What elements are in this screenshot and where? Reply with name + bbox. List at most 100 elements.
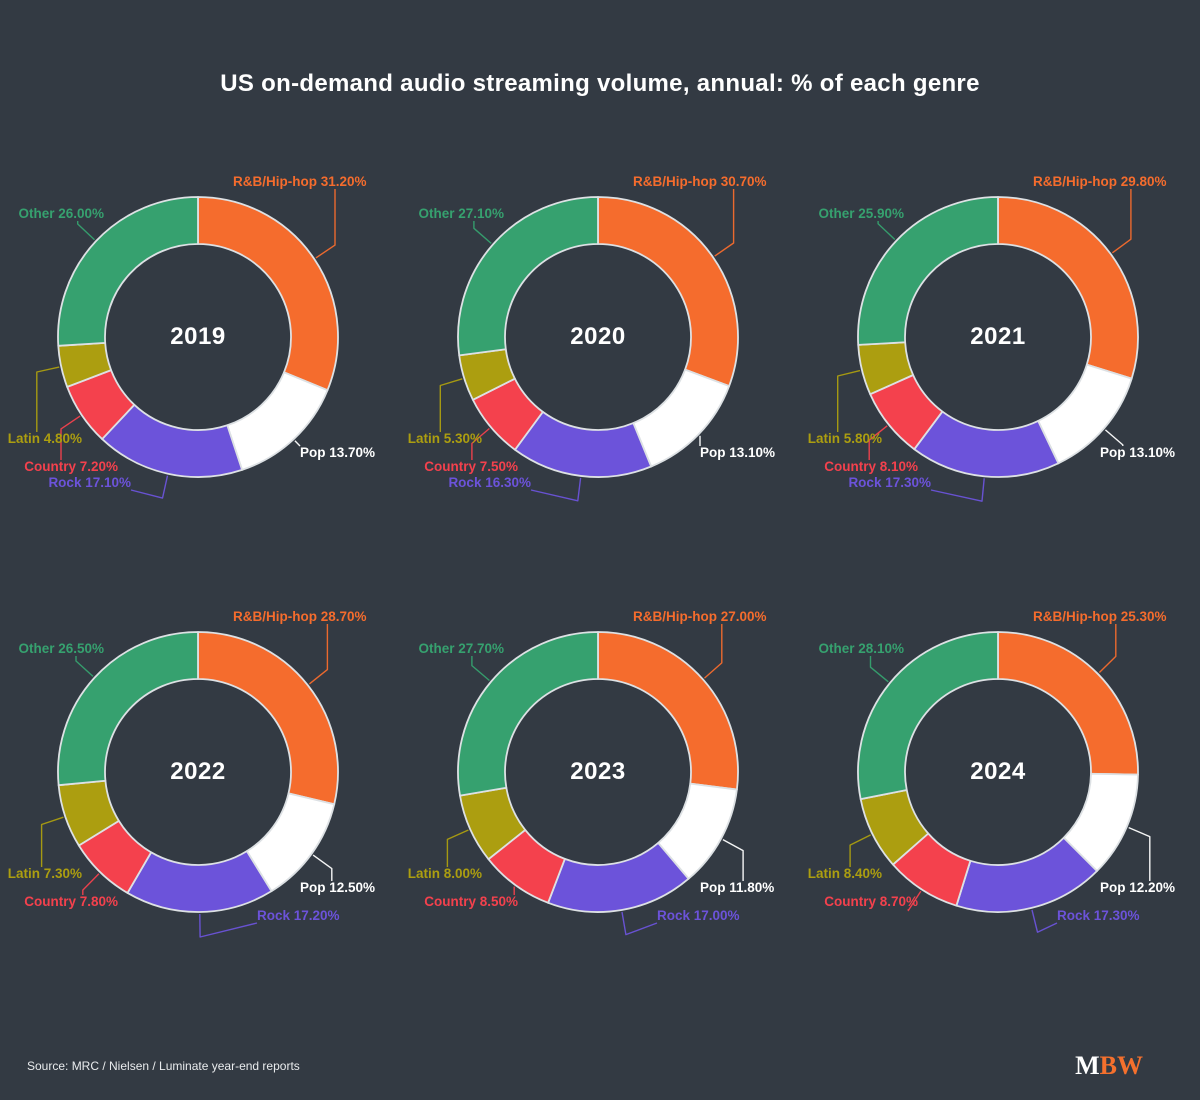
slice-label-pop: Pop 13.10% [1100, 445, 1176, 460]
slice-label-latin: Latin 4.80% [7, 431, 82, 446]
year-label: 2021 [970, 323, 1026, 350]
leader-line-rnb-hiphop [704, 624, 723, 679]
slice-label-rnb-hiphop: R&B/Hip-hop 25.30% [1033, 609, 1167, 624]
leader-line-country [471, 427, 490, 460]
year-label: 2019 [170, 323, 226, 350]
leader-line-pop [312, 854, 333, 881]
slice-other [457, 631, 599, 797]
slice-rnb-hiphop [197, 196, 339, 392]
logo-letter-m: M [1075, 1051, 1100, 1080]
leader-line-rnb-hiphop [1098, 624, 1117, 673]
slice-label-rnb-hiphop: R&B/Hip-hop 29.80% [1033, 174, 1167, 189]
leader-line-rnb-hiphop [315, 189, 336, 259]
slice-rnb-hiphop [997, 631, 1139, 776]
mbw-logo: MBW [1075, 1051, 1143, 1081]
leader-line-pop [294, 440, 301, 447]
slice-other [857, 631, 999, 800]
leader-line-country [60, 415, 81, 460]
donut-chart-2021: 2021 R&B/Hip-hop 29.80% Pop 13.10% Rock 17.… [800, 165, 1200, 600]
leader-line-latin [439, 378, 463, 432]
slice-rock [955, 836, 1098, 913]
donut-svg-2021 [837, 189, 1139, 502]
leader-line-rock [621, 911, 658, 936]
slice-label-rnb-hiphop: R&B/Hip-hop 30.70% [633, 174, 767, 189]
slice-label-pop: Pop 11.80% [700, 880, 775, 895]
leader-line-rock [1031, 909, 1058, 933]
slice-other [57, 631, 199, 787]
slice-label-pop: Pop 12.20% [1100, 880, 1176, 895]
slice-rnb-hiphop [597, 631, 739, 791]
slice-label-other: Other 28.10% [818, 641, 904, 656]
slice-label-rnb-hiphop: R&B/Hip-hop 28.70% [233, 609, 367, 624]
slice-label-other: Other 26.00% [18, 206, 104, 221]
leader-line-pop [722, 838, 744, 881]
slice-label-pop: Pop 13.70% [300, 445, 376, 460]
leader-line-latin [849, 834, 872, 867]
leader-line-rock [530, 477, 582, 502]
donut-svg-2024 [849, 624, 1151, 933]
slice-other [457, 196, 599, 357]
slice-label-country: Country 7.20% [24, 459, 118, 474]
logo-letters-bw: BW [1099, 1051, 1143, 1080]
leader-line-country [82, 873, 100, 895]
leader-line-latin [40, 816, 64, 867]
donut-chart-2022: 2022 R&B/Hip-hop 28.70% Pop 12.50% Rock 17.… [0, 600, 400, 1035]
slice-label-rock: Rock 17.20% [257, 908, 340, 923]
leader-line-other [76, 221, 95, 241]
slice-label-rock: Rock 17.10% [48, 475, 131, 490]
slice-label-other: Other 26.50% [18, 641, 104, 656]
slice-label-latin: Latin 8.00% [407, 866, 482, 881]
slice-label-other: Other 25.90% [818, 206, 904, 221]
slice-label-latin: Latin 8.40% [807, 866, 882, 881]
slice-label-country: Country 8.70% [824, 894, 918, 909]
slice-other [857, 196, 999, 346]
leader-line-rnb-hiphop [714, 189, 735, 257]
leader-line-country [868, 425, 888, 460]
slice-label-country: Country 8.50% [424, 894, 518, 909]
donut-chart-2024: 2024 R&B/Hip-hop 25.30% Pop 12.20% Rock 17.… [800, 600, 1200, 1035]
slice-other [57, 196, 199, 347]
donut-chart-2023: 2023 R&B/Hip-hop 27.00% Pop 11.80% Rock 17.… [400, 600, 800, 1035]
slice-rock [126, 850, 273, 913]
page-title: US on-demand audio streaming volume, ann… [220, 70, 980, 98]
year-label: 2024 [970, 758, 1026, 785]
slice-label-country: Country 7.50% [424, 459, 518, 474]
slice-rock [547, 842, 690, 913]
donut-svg-2020 [439, 189, 739, 502]
year-label: 2023 [570, 758, 626, 785]
year-label: 2020 [570, 323, 626, 350]
year-label: 2022 [170, 758, 226, 785]
slice-rnb-hiphop [997, 196, 1139, 380]
slice-rnb-hiphop [197, 631, 339, 806]
leader-line-rnb-hiphop [1111, 189, 1132, 254]
leader-line-other [473, 221, 492, 244]
leader-line-latin [36, 366, 60, 432]
leader-line-pop [1128, 826, 1151, 881]
slice-label-rock: Rock 17.00% [657, 908, 740, 923]
leader-line-latin [446, 829, 469, 867]
slice-label-other: Other 27.70% [418, 641, 504, 656]
charts-grid: 2019 R&B/Hip-hop 31.20% Pop 13.70% Rock 17.… [0, 165, 1200, 1035]
donut-svg-2023 [446, 624, 744, 936]
slice-label-country: Country 8.10% [824, 459, 918, 474]
leader-line-other [75, 656, 94, 677]
slice-label-latin: Latin 7.30% [7, 866, 82, 881]
slice-label-rock: Rock 17.30% [1057, 908, 1140, 923]
leader-line-pop [1104, 429, 1124, 446]
donut-chart-2019: 2019 R&B/Hip-hop 31.20% Pop 13.70% Rock 17.… [0, 165, 400, 600]
slice-label-country: Country 7.80% [24, 894, 118, 909]
slice-label-pop: Pop 13.10% [700, 445, 776, 460]
leader-line-rock [130, 475, 169, 499]
slice-label-rock: Rock 16.30% [448, 475, 531, 490]
slice-rnb-hiphop [597, 196, 739, 387]
leader-line-country [907, 890, 922, 912]
leader-line-other [471, 656, 490, 682]
leader-line-rnb-hiphop [308, 624, 329, 685]
slice-label-other: Other 27.10% [418, 206, 504, 221]
slice-label-rnb-hiphop: R&B/Hip-hop 31.20% [233, 174, 367, 189]
slice-label-latin: Latin 5.80% [807, 431, 882, 446]
donut-chart-2020: 2020 R&B/Hip-hop 30.70% Pop 13.10% Rock 16.… [400, 165, 800, 600]
donut-svg-2019 [36, 189, 339, 499]
slice-label-pop: Pop 12.50% [300, 880, 376, 895]
